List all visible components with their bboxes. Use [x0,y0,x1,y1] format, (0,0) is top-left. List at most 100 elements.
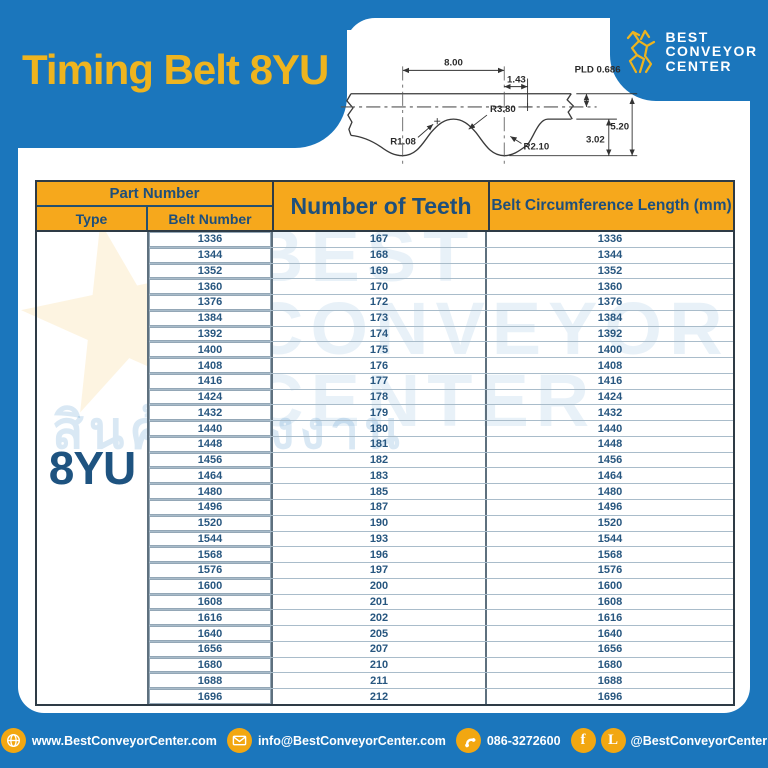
dim-pld-label: PLD 0.686 [575,64,621,75]
table-row: 1608 201 1608 [149,594,733,611]
header-type: Type [37,207,148,230]
center-lines [340,66,597,168]
cell-belt: 1344 [149,247,273,263]
table-row: 1352 169 1352 [149,263,733,280]
footer-email-text: info@BestConveyorCenter.com [257,733,446,748]
facebook-glyph: f [580,732,586,748]
phone-icon [455,728,481,753]
table-row: 1416 177 1416 [149,373,733,390]
cell-teeth: 174 [273,326,487,342]
cell-teeth: 211 [273,673,487,689]
line-icon[interactable]: L [600,728,626,753]
cell-teeth: 178 [273,389,487,405]
cell-belt: 1408 [149,358,273,373]
table-row: 1680 210 1680 [149,657,733,674]
table-row: 1336 167 1336 [149,232,733,248]
table-row: 1520 190 1520 [149,515,733,532]
table-row: 1440 180 1440 [149,421,733,437]
cell-belt: 1616 [149,610,273,626]
logo-text: BEST CONVEYOR CENTER [665,30,757,73]
footer-website-text: www.BestConveyorCenter.com [31,733,217,748]
cell-len: 1688 [597,674,623,687]
table-row: 1688 211 1688 [149,673,733,690]
logo-block: BEST CONVEYOR CENTER [610,0,768,101]
cell-teeth: 170 [273,279,487,295]
table-row: 1656 207 1656 [149,641,733,658]
table-row: 1384 173 1384 [149,310,733,327]
cell-belt: 1400 [149,342,273,358]
cell-teeth: 196 [273,547,487,563]
table-row: 1640 205 1640 [149,626,733,642]
table-body-wrap: 8YU 1336 167 1336 1344 168 1344 1352 169 1352 136… [37,232,733,704]
table-row: 1544 193 1544 [149,531,733,548]
table-row: 1344 168 1344 [149,247,733,264]
footer-phone-text: 086-3272600 [486,733,561,748]
belt-profile-diagram: 8.00 1.43 PLD 0.686 R3.80 R1.08 R2.10 3.… [336,44,642,178]
cell-len: 1336 [597,233,623,246]
page-title: Timing Belt 8YU [22,46,329,93]
cell-len: 1456 [597,454,623,467]
cell-len: 1432 [597,406,623,419]
cell-teeth: 169 [273,263,487,279]
cell-belt: 1480 [149,484,273,500]
cell-teeth: 187 [273,500,487,515]
cell-belt: 1384 [149,310,273,326]
cell-belt: 1696 [149,689,273,704]
cell-len: 1568 [597,548,623,561]
title-block: Timing Belt 8YU [0,0,347,148]
cell-belt: 1608 [149,594,273,610]
cell-len: 1544 [597,532,623,545]
cell-teeth: 179 [273,405,487,421]
cell-len: 1696 [597,690,623,703]
footer-social[interactable]: f L @BestConveyorCenter [570,728,767,753]
logo-deer-icon [627,29,656,73]
table-row: 1568 196 1568 [149,547,733,564]
cell-len: 1424 [597,391,623,404]
cell-len: 1440 [597,422,623,435]
cell-teeth: 177 [273,373,487,389]
dim-total-height-label: 5.20 [610,121,629,132]
dim-tooth-height-label: 3.02 [586,134,605,145]
cell-belt: 1416 [149,373,273,389]
cell-belt: 1424 [149,389,273,405]
cell-teeth: 181 [273,436,487,452]
cell-len: 1392 [597,327,623,340]
cell-belt: 1568 [149,547,273,563]
footer-website[interactable]: www.BestConveyorCenter.com [0,728,217,753]
header-circumference: Belt Circumference Length (mm) [491,197,732,214]
cell-teeth: 182 [273,452,487,468]
footer-email[interactable]: info@BestConveyorCenter.com [226,728,446,753]
cell-belt: 1376 [149,295,273,310]
cell-belt: 1520 [149,515,273,531]
cell-len: 1400 [597,343,623,356]
cell-len: 1352 [597,264,623,277]
table-row: 1576 197 1576 [149,563,733,579]
table-body: 1336 167 1336 1344 168 1344 1352 169 1352 1360 170… [149,232,733,704]
cell-len: 1360 [597,280,623,293]
cell-teeth: 173 [273,310,487,326]
cell-len: 1616 [597,611,623,624]
table-row: 1408 176 1408 [149,358,733,374]
facebook-icon[interactable]: f [570,728,596,753]
cell-belt: 1576 [149,563,273,578]
table-row: 1480 185 1480 [149,484,733,501]
cell-len: 1448 [597,438,623,451]
dim-r-root-label: R2.10 [524,142,550,153]
line-glyph: L [608,732,619,748]
footer-phone[interactable]: 086-3272600 [455,728,561,753]
cell-teeth: 175 [273,342,487,358]
cell-len: 1384 [597,312,623,325]
table-row: 1456 182 1456 [149,452,733,469]
cell-len: 1416 [597,375,623,388]
cell-teeth: 205 [273,626,487,641]
cell-belt: 1432 [149,405,273,421]
cell-teeth: 176 [273,358,487,373]
cell-len: 1408 [597,359,623,372]
table-row: 1616 202 1616 [149,610,733,627]
cell-len: 1376 [597,296,623,309]
cell-len: 1520 [597,517,623,530]
cell-teeth: 172 [273,295,487,310]
cell-belt: 1352 [149,263,273,279]
cell-teeth: 167 [273,232,487,247]
table-header: Part Number Type Belt Number Number of T… [37,182,733,232]
